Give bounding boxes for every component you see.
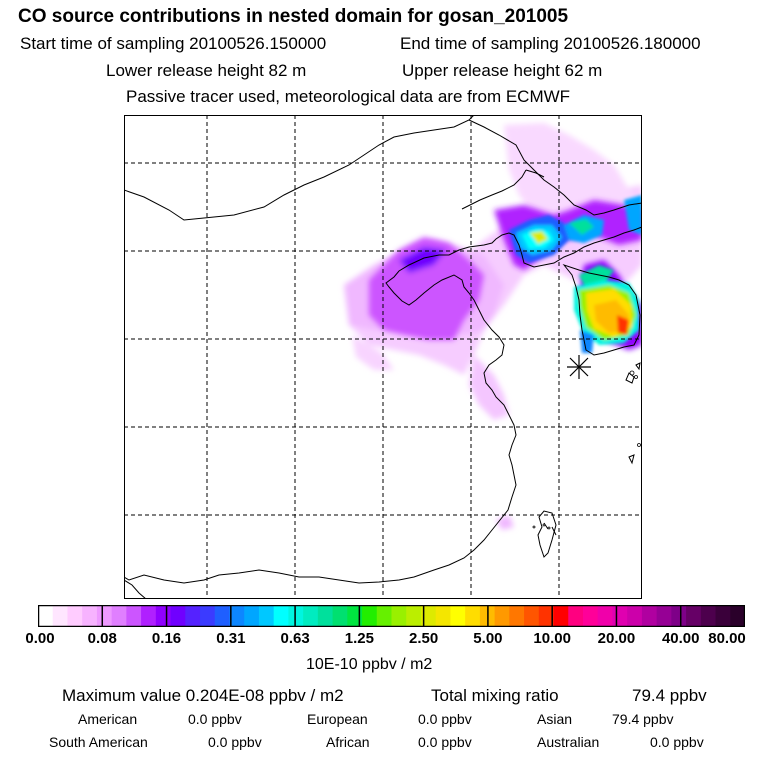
upper-release-label: Upper release height 62 m — [402, 61, 603, 80]
colorbar-cell — [656, 605, 672, 627]
colorbar-tick-label: 20.00 — [597, 630, 636, 647]
colorbar-cell — [597, 605, 614, 627]
colorbar-cell — [465, 605, 481, 627]
african-value: 0.0 ppbv — [418, 734, 472, 750]
colorbar-cell — [303, 605, 319, 627]
colorbar-cell — [258, 605, 275, 627]
colorbar-cell — [641, 605, 658, 627]
colorbar-tick-label: 1.25 — [344, 630, 374, 647]
australian-label: Australian — [537, 734, 600, 750]
colorbar-cell — [538, 605, 555, 627]
american-label: American — [78, 711, 138, 727]
colorbar-cell — [273, 605, 289, 627]
colorbar-cell — [406, 605, 422, 627]
asian-value: 79.4 ppbv — [612, 711, 674, 727]
colorbar-cell — [317, 605, 334, 627]
colorbar-cell — [229, 605, 245, 627]
european-value: 0.0 ppbv — [418, 711, 472, 727]
colorbar-tick-label: 40.00 — [661, 630, 700, 647]
colorbar-tick-label: 0.16 — [151, 630, 182, 647]
colorbar-cell — [111, 605, 127, 627]
colorbar-cell — [435, 605, 452, 627]
colorbar-tick-label: 0.08 — [87, 630, 117, 647]
max-value-label: Maximum value 0.204E-08 ppbv / m2 — [62, 686, 344, 705]
colorbar-cell — [582, 605, 599, 627]
colorbar-cell — [450, 605, 466, 627]
colorbar-cell — [362, 605, 378, 627]
asian-label: Asian — [537, 711, 573, 727]
colorbar-cell — [170, 605, 186, 627]
colorbar-tick-label: 0.00 — [25, 630, 55, 647]
colorbar-cell — [332, 605, 348, 627]
start-time-label: Start time of sampling 20100526.150000 — [20, 34, 327, 53]
colorbar-cell — [686, 605, 702, 627]
colorbar-cell — [214, 605, 231, 627]
colorbar-cell — [288, 605, 304, 627]
colorbar-cell — [82, 605, 98, 627]
receptor-marker-icon — [567, 355, 591, 379]
end-time-label: End time of sampling 20100526.180000 — [400, 34, 701, 53]
colorbar-tick-label: 80.00 — [708, 630, 746, 647]
colorbar-cell — [96, 605, 113, 627]
south-american-value: 0.0 ppbv — [208, 734, 262, 750]
colorbar-cell — [244, 605, 260, 627]
american-value: 0.0 ppbv — [188, 711, 242, 727]
african-label: African — [326, 734, 370, 750]
colorbar-cell — [200, 605, 216, 627]
colorbar-cell — [155, 605, 172, 627]
colorbar-cell — [553, 605, 569, 627]
colorbar-cell — [376, 605, 393, 627]
colorbar-cell — [126, 605, 142, 627]
gridlines — [124, 115, 642, 599]
colorbar — [38, 605, 745, 627]
colorbar-cell — [52, 605, 69, 627]
colorbar-cell — [67, 605, 83, 627]
colorbar-tick-label: 10.00 — [533, 630, 571, 647]
colorbar-cell — [524, 605, 540, 627]
colorbar-tick-label: 2.50 — [409, 630, 439, 647]
colorbar-tick-label: 0.63 — [280, 630, 310, 647]
concentration-map — [124, 115, 642, 599]
australian-value: 0.0 ppbv — [650, 734, 704, 750]
colorbar-cell — [715, 605, 731, 627]
colorbar-units: 10E-10 ppbv / m2 — [306, 656, 433, 673]
colorbar-cell — [391, 605, 407, 627]
map-title: CO source contributions in nested domain… — [18, 6, 569, 27]
colorbar-tick-label: 0.31 — [216, 630, 246, 647]
lower-release-label: Lower release height 82 m — [106, 61, 307, 80]
colorbar-cell — [568, 605, 584, 627]
colorbar-cell — [671, 605, 687, 627]
total-mixing-label: Total mixing ratio — [431, 686, 559, 705]
colorbar-cell — [185, 605, 201, 627]
colorbar-cell — [420, 605, 437, 627]
european-label: European — [307, 711, 368, 727]
colorbar-cell — [627, 605, 643, 627]
tracer-note: Passive tracer used, meteorological data… — [126, 87, 571, 106]
coastlines — [124, 115, 642, 599]
colorbar-cell — [730, 605, 745, 627]
south-american-label: South American — [49, 734, 148, 750]
colorbar-cell — [700, 605, 717, 627]
colorbar-cell — [509, 605, 525, 627]
colorbar-tick-label: 5.00 — [473, 630, 503, 647]
colorbar-cell — [494, 605, 510, 627]
colorbar-cell — [38, 605, 54, 627]
total-mixing-value: 79.4 ppbv — [632, 686, 707, 705]
colorbar-cell — [612, 605, 628, 627]
colorbar-cell — [347, 605, 363, 627]
colorbar-cell — [141, 605, 157, 627]
